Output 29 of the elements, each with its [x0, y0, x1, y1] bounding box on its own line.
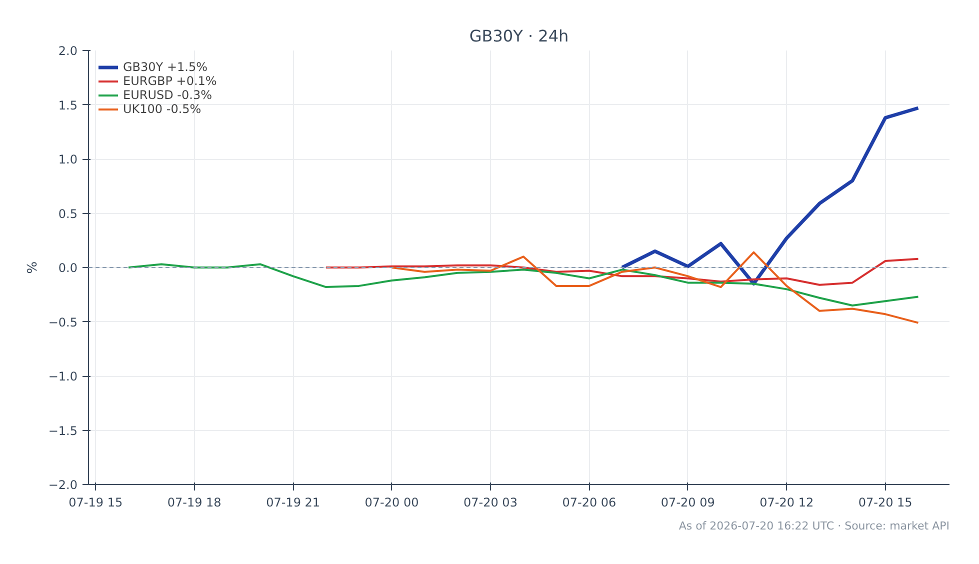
y-tick-label: 0.5 — [58, 206, 78, 221]
y-tick-label: 1.0 — [58, 152, 78, 166]
legend-label: UK100 -0.5% — [123, 102, 202, 116]
y-tick-label: −2.0 — [48, 478, 78, 492]
y-tick-label: −1.0 — [48, 370, 78, 384]
x-tick-label: 07-20 06 — [562, 496, 616, 510]
x-tick-label: 07-19 21 — [266, 496, 320, 510]
y-tick-label: −1.5 — [48, 424, 78, 438]
x-tick-label: 07-20 15 — [858, 496, 912, 510]
x-tick-label: 07-20 12 — [760, 496, 814, 510]
y-tick-label: 2.0 — [58, 44, 78, 58]
legend-label: EURUSD -0.3% — [123, 88, 212, 102]
line-series — [324, 258, 920, 286]
chart-title: GB30Y · 24h — [469, 26, 569, 46]
x-tick-label: 07-20 09 — [660, 496, 715, 510]
line-series — [620, 106, 920, 286]
text: As of 2026-07-20 16:22 UTC · Source: market API — [678, 520, 950, 532]
y-tick-label: 0.0 — [58, 261, 78, 275]
line-series — [390, 251, 920, 324]
legend-label: EURGBP +0.1% — [123, 74, 217, 88]
x-tick-label: 07-20 00 — [364, 496, 419, 510]
x-tick-label: 07-19 18 — [167, 496, 222, 510]
x-tick-label: 07-19 15 — [68, 496, 123, 510]
line-series — [128, 263, 920, 306]
y-tick-label: 1.5 — [58, 98, 78, 112]
legend-label: GB30Y +1.5% — [123, 60, 208, 74]
x-tick-label: 07-20 03 — [464, 496, 518, 510]
y-axis-title: % — [25, 261, 40, 274]
y-tick-label: −0.5 — [48, 315, 78, 330]
